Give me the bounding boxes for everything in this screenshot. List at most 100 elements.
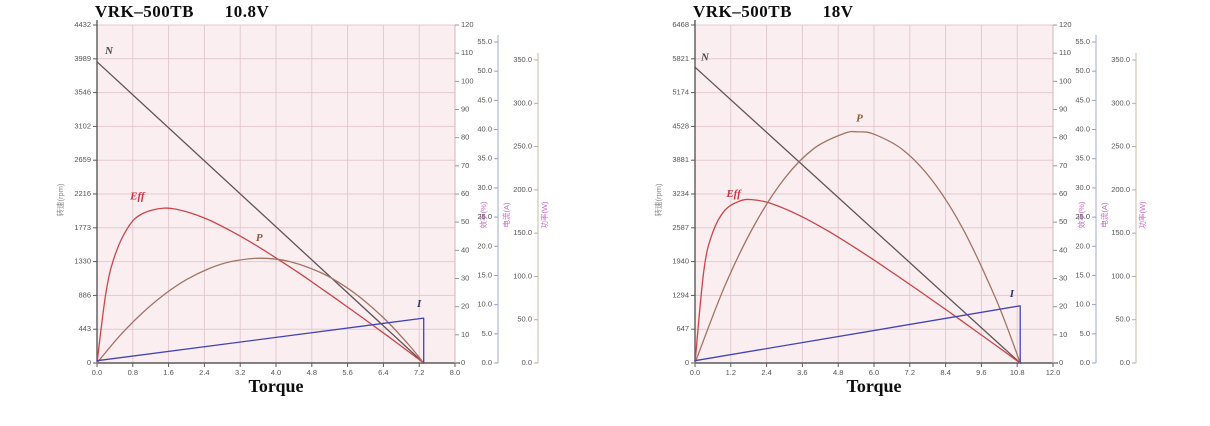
efficiency-axis-name: 效率(%) (478, 201, 488, 228)
svg-text:0.0: 0.0 (690, 368, 700, 377)
current-axis-name: 电流(A) (501, 202, 511, 227)
svg-text:6468: 6468 (672, 20, 689, 29)
svg-text:60: 60 (461, 189, 469, 198)
svg-text:45.0: 45.0 (1075, 95, 1090, 104)
svg-text:10.0: 10.0 (1075, 300, 1090, 309)
svg-text:1.6: 1.6 (163, 368, 173, 377)
current-line-label: I (1009, 288, 1015, 300)
x-axis-title: Torque (846, 376, 902, 396)
chart-title-voltage: 10.8V (224, 2, 270, 21)
efficiency-curve-label: Eff (725, 188, 742, 200)
power-axis-name: 功率(W) (539, 201, 549, 229)
svg-text:150.0: 150.0 (513, 228, 532, 237)
svg-text:10.0: 10.0 (477, 300, 492, 309)
svg-text:886: 886 (78, 290, 91, 299)
current-line-label: I (416, 298, 422, 310)
svg-text:20.0: 20.0 (477, 241, 492, 250)
svg-text:0.0: 0.0 (92, 368, 102, 377)
power-curve-label: P (856, 112, 863, 124)
svg-text:0: 0 (87, 358, 91, 367)
svg-text:4432: 4432 (74, 20, 91, 29)
svg-text:40: 40 (1059, 245, 1067, 254)
svg-text:300.0: 300.0 (513, 98, 532, 107)
chart-vrk500tb-18v: VRK–500TB 18V 6468 5821 5174 4528 3881 3234 25… (598, 0, 1203, 426)
x-axis-title: Torque (248, 376, 304, 396)
power-axis: 350.0 300.0 250.0 200.0 150.0 100.0 50.0 0.0 功率(… (513, 53, 549, 367)
svg-text:7.2: 7.2 (905, 368, 915, 377)
svg-text:6.4: 6.4 (378, 368, 388, 377)
speed-axis: 4432 3989 3546 3102 2659 2216 1773 1330 886 443 0 转… (55, 20, 97, 367)
svg-text:35.0: 35.0 (477, 154, 492, 163)
svg-text:30: 30 (1059, 273, 1067, 282)
svg-text:3546: 3546 (74, 88, 91, 97)
svg-text:50.0: 50.0 (517, 315, 532, 324)
svg-text:50: 50 (1059, 217, 1067, 226)
svg-text:40.0: 40.0 (477, 125, 492, 134)
chart-title-voltage: 18V (822, 2, 854, 21)
svg-text:0: 0 (1059, 358, 1063, 367)
grid-lines (695, 24, 1054, 363)
chart-vrk500tb-10-8v: VRK–500TB 10.8V 4432 3989 3546 3102 2659 2216… (55, 2, 549, 396)
svg-text:25.0: 25.0 (477, 212, 492, 221)
svg-text:3102: 3102 (74, 121, 91, 130)
svg-text:3989: 3989 (74, 54, 91, 63)
svg-text:50: 50 (461, 217, 469, 226)
current-line (694, 305, 1021, 364)
svg-text:4528: 4528 (672, 121, 689, 130)
svg-text:7.2: 7.2 (414, 368, 424, 377)
svg-text:12.0: 12.0 (1046, 368, 1061, 377)
svg-text:100.0: 100.0 (513, 271, 532, 280)
svg-text:10.8: 10.8 (1010, 368, 1025, 377)
svg-text:150.0: 150.0 (1111, 228, 1130, 237)
svg-text:80: 80 (461, 133, 469, 142)
svg-text:90: 90 (1059, 104, 1067, 113)
current-axis: 55.0 50.0 45.0 40.0 35.0 30.0 25.0 20.0 15.0 10.0… (1075, 35, 1109, 367)
svg-text:2.4: 2.4 (761, 368, 771, 377)
svg-text:8.0: 8.0 (450, 368, 460, 377)
svg-text:0: 0 (461, 358, 465, 367)
svg-text:55.0: 55.0 (477, 37, 492, 46)
svg-text:5821: 5821 (672, 54, 689, 63)
svg-text:20: 20 (1059, 302, 1067, 311)
svg-text:50.0: 50.0 (477, 66, 492, 75)
svg-text:4.8: 4.8 (307, 368, 317, 377)
svg-text:30.0: 30.0 (477, 183, 492, 192)
x-axis: 0.0 0.8 1.6 2.4 3.2 4.0 4.8 5.6 6.4 7.2 8.0 (92, 363, 460, 377)
svg-text:2659: 2659 (74, 155, 91, 164)
svg-text:3234: 3234 (672, 189, 689, 198)
svg-text:1940: 1940 (672, 257, 689, 266)
svg-text:50.0: 50.0 (1115, 315, 1130, 324)
svg-text:647: 647 (676, 324, 689, 333)
svg-text:40: 40 (461, 245, 469, 254)
svg-text:200.0: 200.0 (513, 185, 532, 194)
svg-text:0.0: 0.0 (482, 358, 492, 367)
svg-text:2216: 2216 (74, 189, 91, 198)
chart-title: VRK–500TB 18V (693, 2, 854, 22)
svg-text:0.0: 0.0 (522, 358, 532, 367)
svg-text:45.0: 45.0 (477, 95, 492, 104)
svg-text:4.8: 4.8 (833, 368, 843, 377)
svg-text:3.6: 3.6 (797, 368, 807, 377)
svg-text:70: 70 (461, 161, 469, 170)
svg-text:90: 90 (461, 104, 469, 113)
svg-text:120: 120 (1059, 20, 1072, 29)
svg-text:25.0: 25.0 (1075, 212, 1090, 221)
efficiency-curve (694, 198, 1021, 364)
speed-axis-name: 转速(rpm) (653, 183, 663, 216)
power-axis-name: 功率(W) (1137, 201, 1147, 229)
svg-text:250.0: 250.0 (513, 142, 532, 151)
efficiency-curve-label: Eff (129, 191, 146, 203)
svg-text:0: 0 (685, 358, 689, 367)
svg-text:15.0: 15.0 (477, 270, 492, 279)
svg-text:300.0: 300.0 (1111, 98, 1130, 107)
svg-text:5.6: 5.6 (342, 368, 352, 377)
svg-text:10: 10 (461, 330, 469, 339)
speed-line-label: N (700, 51, 710, 63)
svg-text:5.0: 5.0 (1080, 329, 1090, 338)
svg-text:30: 30 (461, 273, 469, 282)
svg-text:8.4: 8.4 (940, 368, 950, 377)
svg-text:3881: 3881 (672, 155, 689, 164)
chart-title-model: VRK–500TB (95, 2, 194, 21)
